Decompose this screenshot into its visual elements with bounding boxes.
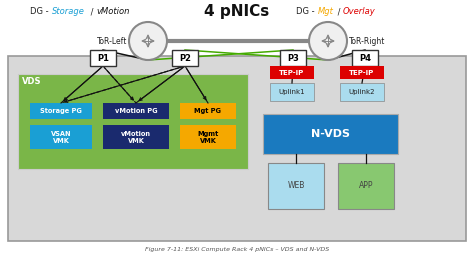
Text: P1: P1 (97, 54, 109, 62)
Bar (90, 50, 116, 66)
Text: vMotion
VMK: vMotion VMK (121, 131, 151, 143)
Text: P2: P2 (179, 54, 191, 62)
Bar (340, 83, 384, 101)
Text: P3: P3 (287, 54, 299, 62)
Text: DG -: DG - (30, 7, 51, 16)
Bar (30, 103, 92, 119)
Text: Storage: Storage (52, 7, 85, 16)
Bar (172, 50, 198, 66)
Bar (30, 125, 92, 149)
Text: Mgmt
VMK: Mgmt VMK (197, 131, 219, 143)
Text: Mgt: Mgt (318, 7, 334, 16)
Bar (103, 125, 169, 149)
Text: ToR-Right: ToR-Right (349, 37, 385, 46)
Bar (103, 103, 169, 119)
Text: VDS: VDS (22, 77, 42, 86)
Bar (263, 114, 398, 154)
Text: APP: APP (359, 182, 373, 191)
Text: Mgt PG: Mgt PG (194, 108, 221, 114)
Text: WEB: WEB (287, 182, 305, 191)
Bar (18, 74, 248, 169)
Text: /: / (335, 7, 343, 16)
Bar (180, 125, 236, 149)
Text: P4: P4 (359, 54, 371, 62)
Bar (270, 83, 314, 101)
Text: Uplink1: Uplink1 (279, 89, 305, 95)
Bar (338, 163, 394, 209)
Bar (352, 50, 378, 66)
Bar (280, 50, 306, 66)
Bar (270, 66, 314, 79)
Text: ToR-Left: ToR-Left (97, 37, 127, 46)
Text: Overlay: Overlay (343, 7, 376, 16)
Circle shape (309, 22, 347, 60)
Text: /: / (88, 7, 96, 16)
Bar (8, 56, 466, 241)
Text: 4 pNICs: 4 pNICs (204, 4, 270, 19)
Text: vMotion PG: vMotion PG (115, 108, 157, 114)
Text: DG -: DG - (296, 7, 317, 16)
Text: VSAN
VMK: VSAN VMK (51, 131, 71, 143)
Text: TEP-IP: TEP-IP (349, 69, 374, 76)
Text: Storage PG: Storage PG (40, 108, 82, 114)
Bar (340, 66, 384, 79)
Bar (268, 163, 324, 209)
Text: Uplink2: Uplink2 (349, 89, 375, 95)
Bar (180, 103, 236, 119)
Text: TEP-IP: TEP-IP (279, 69, 305, 76)
Text: N-VDS: N-VDS (311, 129, 350, 139)
Circle shape (129, 22, 167, 60)
Text: Figure 7-11: ESXi Compute Rack 4 pNICs – VDS and N-VDS: Figure 7-11: ESXi Compute Rack 4 pNICs –… (145, 247, 329, 251)
Text: vMotion: vMotion (96, 7, 129, 16)
